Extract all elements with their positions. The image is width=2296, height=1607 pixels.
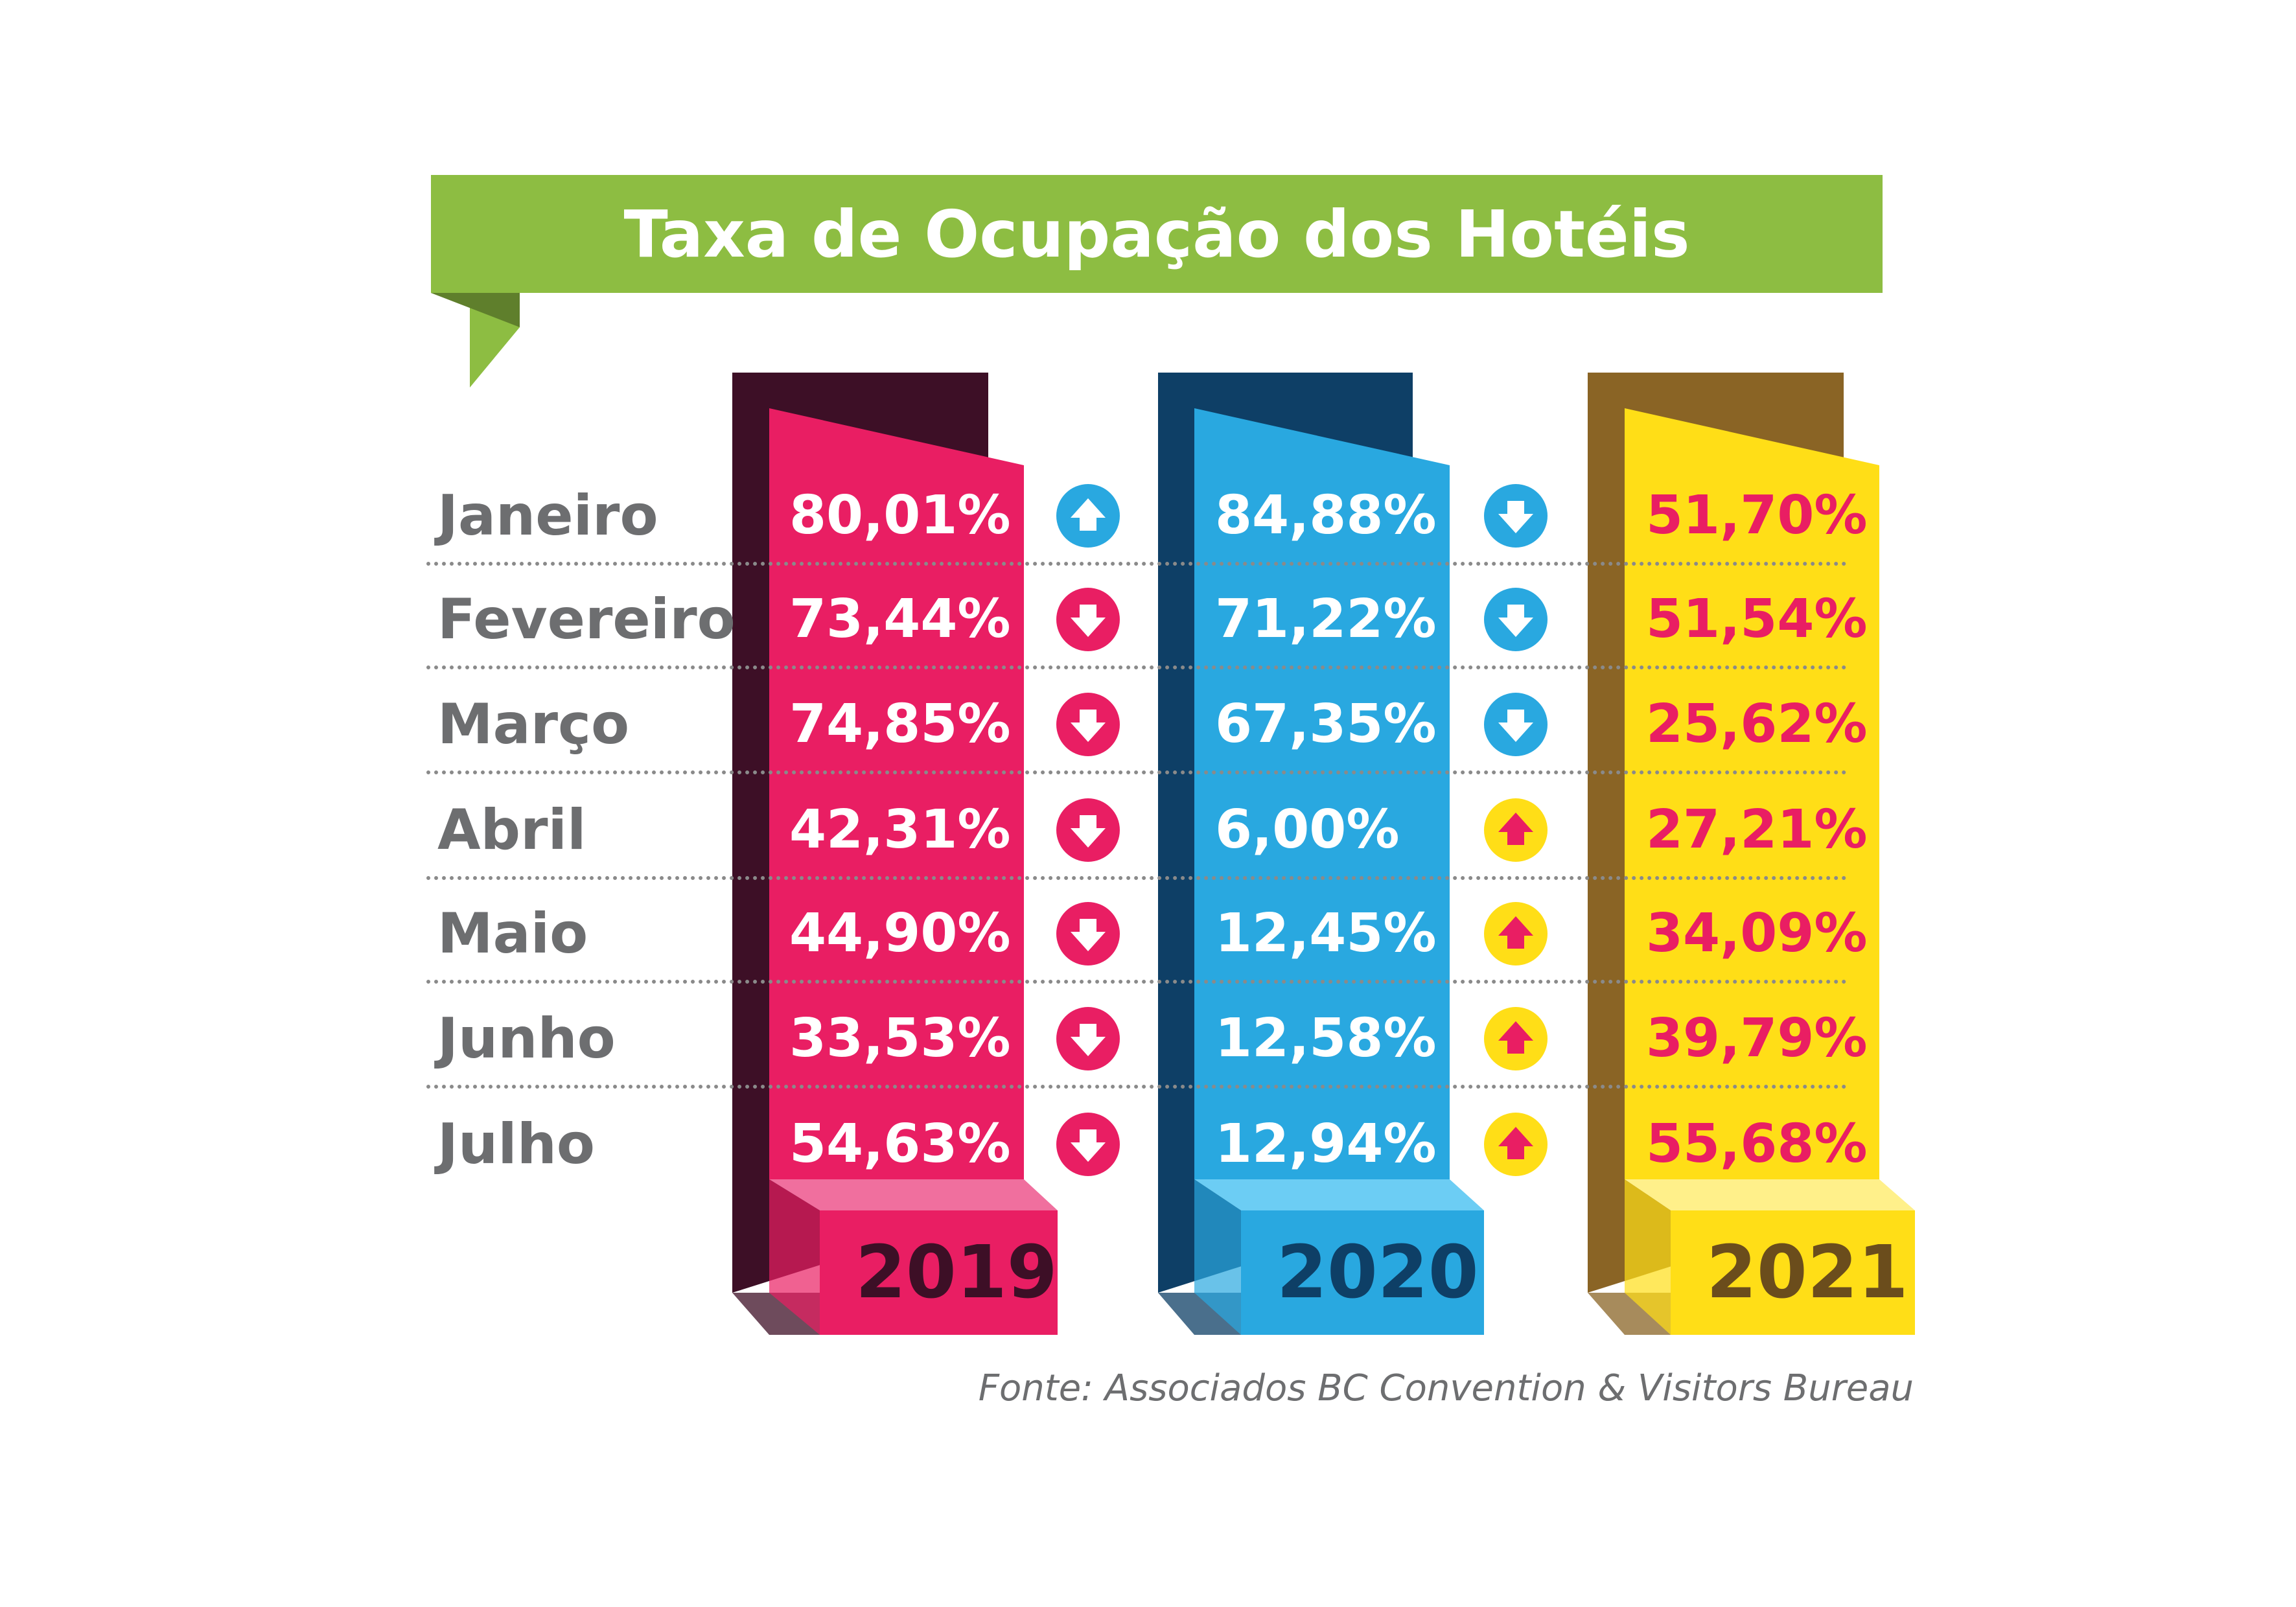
row-divider bbox=[426, 562, 1847, 566]
column-2-year-box-top bbox=[1194, 1179, 1484, 1210]
month-label: Julho bbox=[437, 1112, 596, 1177]
arrow-down-icon bbox=[1056, 693, 1120, 756]
arrow-down-icon bbox=[1056, 798, 1120, 862]
row-divider bbox=[426, 980, 1847, 984]
column-1-strip bbox=[769, 408, 1024, 1179]
value-2020: 12,94% bbox=[1215, 1113, 1437, 1175]
row-divider bbox=[426, 770, 1847, 774]
column-3-year-box bbox=[1671, 1210, 1915, 1335]
arrow-down-icon bbox=[1484, 588, 1548, 651]
value-2020: 67,35% bbox=[1215, 693, 1437, 755]
value-2020: 6,00% bbox=[1215, 799, 1400, 861]
column-2-year-box bbox=[1241, 1210, 1484, 1335]
column-1-year-box-top bbox=[769, 1179, 1058, 1210]
row-divider bbox=[426, 876, 1847, 880]
value-2020: 71,22% bbox=[1215, 588, 1437, 650]
year-label-2019: 2019 bbox=[855, 1231, 1058, 1315]
value-2021: 39,79% bbox=[1646, 1008, 1868, 1069]
column-3-year-box-top bbox=[1625, 1179, 1915, 1210]
value-2019: 74,85% bbox=[789, 693, 1011, 755]
month-label: Junho bbox=[437, 1006, 616, 1071]
source-note: Fonte: Associados BC Convention & Visito… bbox=[978, 1367, 1914, 1409]
arrow-down-icon bbox=[1056, 902, 1120, 965]
year-label-2021: 2021 bbox=[1706, 1231, 1908, 1315]
value-2019: 33,53% bbox=[789, 1008, 1011, 1069]
arrow-up-icon bbox=[1484, 902, 1548, 965]
arrow-up-icon bbox=[1056, 484, 1120, 548]
value-2019: 73,44% bbox=[789, 588, 1011, 650]
month-label: Fevereiro bbox=[437, 587, 736, 652]
column-2-side-fold bbox=[1194, 1179, 1241, 1335]
arrow-up-icon bbox=[1484, 1007, 1548, 1070]
month-label: Abril bbox=[437, 798, 586, 862]
value-2021: 51,54% bbox=[1646, 588, 1868, 650]
row-divider bbox=[426, 665, 1847, 669]
arrow-down-icon bbox=[1056, 1113, 1120, 1176]
year-label-2020: 2020 bbox=[1277, 1231, 1479, 1315]
column-2-strip bbox=[1194, 408, 1450, 1179]
value-2021: 25,62% bbox=[1646, 693, 1868, 755]
value-2020: 12,45% bbox=[1215, 903, 1437, 964]
column-3-strip bbox=[1625, 408, 1879, 1179]
arrow-down-icon bbox=[1056, 1007, 1120, 1070]
value-2019: 42,31% bbox=[789, 799, 1011, 861]
arrow-down-icon bbox=[1484, 484, 1548, 548]
row-divider bbox=[426, 1085, 1847, 1089]
arrow-up-icon bbox=[1484, 798, 1548, 862]
column-1-year-box bbox=[820, 1210, 1058, 1335]
month-label: Maio bbox=[437, 901, 588, 966]
arrow-down-icon bbox=[1484, 693, 1548, 756]
chart-title: Taxa de Ocupação dos Hotéis bbox=[623, 196, 1690, 272]
title-banner bbox=[431, 175, 1883, 293]
value-2019: 44,90% bbox=[789, 903, 1011, 964]
value-2021: 55,68% bbox=[1646, 1113, 1868, 1175]
arrow-up-icon bbox=[1484, 1113, 1548, 1176]
value-2019: 54,63% bbox=[789, 1113, 1011, 1175]
month-label: Março bbox=[437, 692, 630, 757]
column-1-side-fold bbox=[769, 1179, 820, 1335]
value-2021: 51,70% bbox=[1646, 485, 1868, 546]
title-banner-fold bbox=[431, 293, 520, 327]
column-3-side-fold bbox=[1625, 1179, 1671, 1335]
month-label: Janeiro bbox=[437, 483, 658, 548]
value-2019: 80,01% bbox=[789, 485, 1011, 546]
value-2021: 34,09% bbox=[1646, 903, 1868, 964]
value-2020: 12,58% bbox=[1215, 1008, 1437, 1069]
value-2021: 27,21% bbox=[1646, 799, 1868, 861]
value-2020: 84,88% bbox=[1215, 485, 1437, 546]
arrow-down-icon bbox=[1056, 588, 1120, 651]
